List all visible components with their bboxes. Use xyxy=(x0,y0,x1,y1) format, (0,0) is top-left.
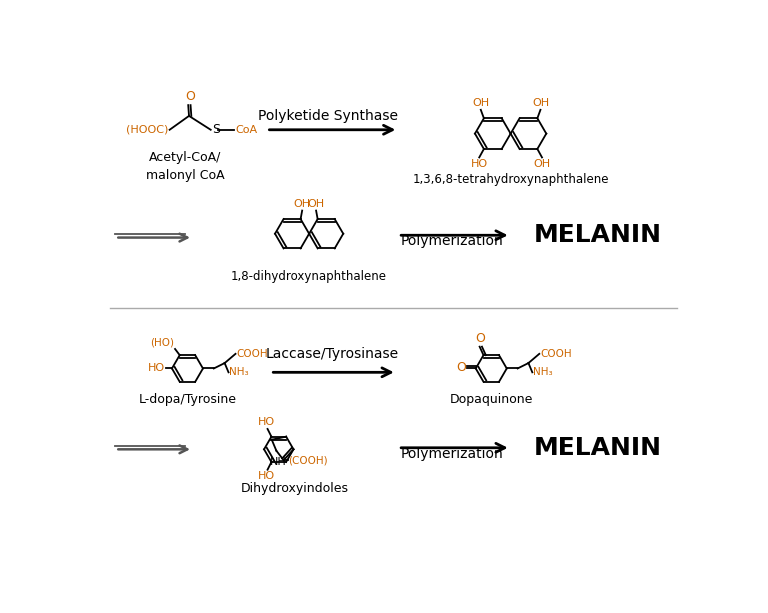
Text: Laccase/Tyrosinase: Laccase/Tyrosinase xyxy=(266,348,399,362)
Text: MELANIN: MELANIN xyxy=(535,223,662,247)
Text: NH₃: NH₃ xyxy=(533,367,553,378)
Text: MELANIN: MELANIN xyxy=(535,436,662,460)
Text: COOH: COOH xyxy=(540,349,571,359)
Text: NH₃: NH₃ xyxy=(230,367,249,378)
Text: OH: OH xyxy=(532,98,549,109)
Text: CoA: CoA xyxy=(236,125,257,135)
Text: Polyketide Synthase: Polyketide Synthase xyxy=(259,109,399,123)
Text: Polymerization: Polymerization xyxy=(401,234,504,248)
Text: HO: HO xyxy=(258,471,276,481)
Text: S: S xyxy=(212,123,220,136)
Text: OH: OH xyxy=(472,98,489,109)
Text: (HOOC): (HOOC) xyxy=(126,125,168,135)
Text: O: O xyxy=(185,90,195,103)
Text: 1,3,6,8-tetrahydroxynaphthalene: 1,3,6,8-tetrahydroxynaphthalene xyxy=(412,173,609,186)
Text: OH: OH xyxy=(307,199,325,209)
Text: Dihydroxyindoles: Dihydroxyindoles xyxy=(241,482,349,495)
Text: Dopaquinone: Dopaquinone xyxy=(449,393,533,406)
Text: OH: OH xyxy=(293,199,311,209)
Text: HO: HO xyxy=(148,364,165,373)
Text: 1,8-dihydroxynaphthalene: 1,8-dihydroxynaphthalene xyxy=(231,270,387,283)
Text: Acetyl-CoA/
malonyl CoA: Acetyl-CoA/ malonyl CoA xyxy=(146,151,224,182)
Text: COOH: COOH xyxy=(237,349,268,359)
Text: (HO): (HO) xyxy=(151,337,174,348)
Text: OH: OH xyxy=(534,159,551,169)
Text: Polymerization: Polymerization xyxy=(401,447,504,461)
Text: HO: HO xyxy=(258,417,276,427)
Text: O: O xyxy=(455,361,465,374)
Text: (COOH): (COOH) xyxy=(288,455,328,465)
Text: NH: NH xyxy=(270,457,287,467)
Text: O: O xyxy=(475,332,485,345)
Text: HO: HO xyxy=(471,159,488,169)
Text: L-dopa/Tyrosine: L-dopa/Tyrosine xyxy=(138,393,237,406)
